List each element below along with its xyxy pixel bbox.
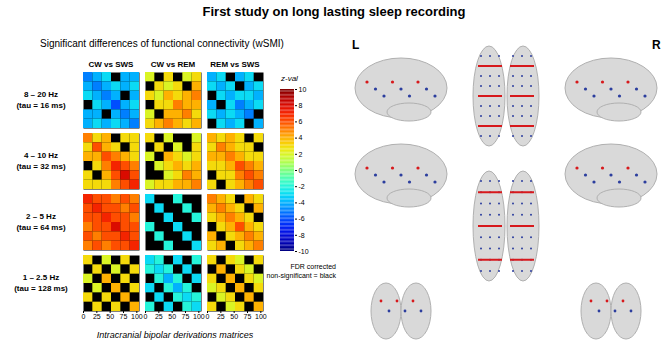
html-text:1 – 2.5 Hz: 1 – 2.5 Hz (22, 273, 60, 282)
html-text:L: L (352, 38, 360, 52)
svg-text:25: 25 (217, 313, 225, 320)
svg-text:25: 25 (155, 313, 163, 320)
html-text:(tau = 16 ms): (tau = 16 ms) (16, 101, 66, 110)
html-text:4 – 10 Hz: 4 – 10 Hz (23, 151, 59, 160)
html-text:FDR corrected: FDR corrected (290, 263, 336, 270)
html-text:First study on long lasting sl: First study on long lasting sleep record… (202, 4, 466, 19)
svg-text:100: 100 (131, 313, 143, 320)
svg-text:0: 0 (82, 313, 86, 320)
svg-text:50: 50 (106, 313, 114, 320)
html-text:z-val: z-val (281, 74, 298, 83)
svg-text:10: 10 (299, 86, 307, 93)
svg-text:0: 0 (144, 313, 148, 320)
svg-text:75: 75 (182, 313, 190, 320)
svg-text:2: 2 (299, 151, 303, 158)
svg-text:50: 50 (230, 313, 238, 320)
html-text:REM vs SWS: REM vs SWS (210, 60, 260, 69)
html-text:CW vs REM: CW vs REM (150, 60, 196, 69)
svg-text:0: 0 (299, 167, 303, 174)
svg-text:75: 75 (120, 313, 128, 320)
svg-text:-2: -2 (299, 183, 305, 190)
svg-text:-10: -10 (299, 248, 309, 255)
svg-text:-8: -8 (299, 232, 305, 239)
svg-text:0: 0 (206, 313, 210, 320)
html-text:(tau = 64 ms): (tau = 64 ms) (16, 223, 66, 232)
html-text:(tau = 32 ms): (tau = 32 ms) (16, 162, 66, 171)
svg-text:25: 25 (93, 313, 101, 320)
html-text:R: R (652, 38, 661, 52)
svg-text:100: 100 (255, 313, 267, 320)
svg-text:-6: -6 (299, 215, 305, 222)
html-text:8 – 20 Hz: 8 – 20 Hz (23, 90, 59, 99)
svg-text:8: 8 (299, 102, 303, 109)
html-text:2 – 5 Hz: 2 – 5 Hz (26, 212, 56, 221)
html-text:Intracranial bipolar derivatio: Intracranial bipolar derivations matrice… (96, 330, 254, 340)
svg-text:100: 100 (193, 313, 205, 320)
html-text:Significant differences of fun: Significant differences of functional co… (40, 38, 284, 49)
svg-text:4: 4 (299, 134, 303, 141)
html-text:non-significant = black: non-significant = black (266, 272, 336, 279)
svg-text:-4: -4 (299, 199, 305, 206)
html-text:(tau = 128 ms): (tau = 128 ms) (14, 284, 68, 293)
svg-text:75: 75 (244, 313, 252, 320)
svg-text:50: 50 (168, 313, 176, 320)
svg-text:6: 6 (299, 118, 303, 125)
html-text:CW vs SWS: CW vs SWS (88, 60, 134, 69)
